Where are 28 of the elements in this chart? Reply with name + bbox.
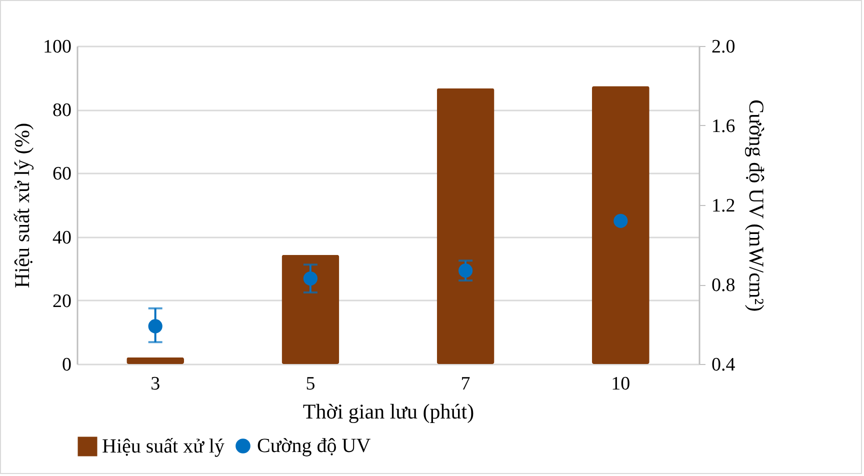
point xyxy=(303,271,318,286)
bar xyxy=(436,88,494,364)
y-tick-label: 80 xyxy=(52,100,72,122)
point xyxy=(458,264,473,278)
y-axis-title: Hiệu suất xử lý (%) xyxy=(10,122,34,288)
x-tick-label: 7 xyxy=(460,374,470,394)
point xyxy=(614,214,628,228)
y2-axis-title: Cường độ UV (mW/cm²) xyxy=(744,99,768,312)
x-tick-label: 5 xyxy=(306,374,316,394)
y2-tick-label: 1.2 xyxy=(712,196,736,216)
legend-label: Cường độ UV xyxy=(257,435,372,457)
bar xyxy=(592,86,650,364)
y2-tick-label: 0.4 xyxy=(712,354,736,376)
y2-tick-label: 1.6 xyxy=(712,116,736,137)
bar xyxy=(282,254,340,364)
bar xyxy=(126,357,184,364)
y-tick-label: 100 xyxy=(43,36,72,58)
point xyxy=(148,319,162,334)
x-axis-title: Thời gian lưu (phút) xyxy=(302,400,474,424)
y2-tick-label: 0.8 xyxy=(712,275,736,296)
y-tick-label: 60 xyxy=(52,164,72,185)
legend-label: Hiệu suất xử lý xyxy=(102,436,224,458)
y-tick-label: 0 xyxy=(62,354,72,376)
x-tick-label: 3 xyxy=(150,374,160,394)
x-tick-label: 10 xyxy=(611,374,630,394)
y2-tick-label: 2.0 xyxy=(712,36,736,58)
y-tick-label: 20 xyxy=(52,290,72,312)
y-tick-label: 40 xyxy=(52,227,72,248)
